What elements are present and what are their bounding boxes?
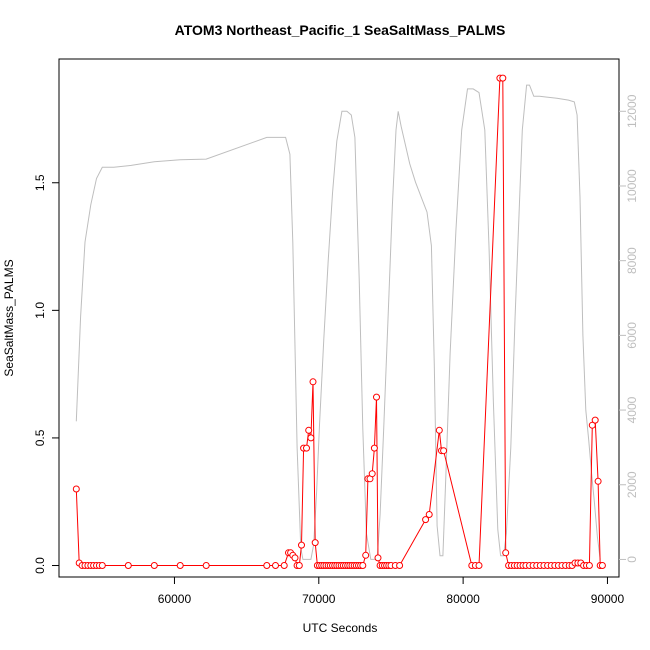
data-point [362,551,370,559]
x-tick-label: 70000 [302,592,336,606]
data-point [303,444,310,452]
series-seasalt [72,74,606,569]
data-point [475,562,483,569]
data-point [440,447,448,455]
x-tick-label: 60000 [158,592,192,606]
data-point [307,434,315,442]
data-point [150,562,158,569]
data-point [499,74,507,82]
data-point [370,444,378,452]
data-point [373,393,380,401]
data-point [374,554,382,562]
data-point [72,485,80,493]
data-point [263,562,271,569]
y2-tick-label: 0 [625,556,639,563]
y-tick-label: 0.0 [33,557,47,574]
y-axis: 0.0 0.5 1.0 1.5 [33,174,59,574]
data-point [396,562,404,569]
y2-tick-label: 10000 [625,169,639,203]
data-point [588,421,596,429]
y-tick-label: 1.5 [33,174,47,191]
y-tick-label: 0.5 [33,429,47,446]
data-point [311,539,319,547]
data-point [585,562,593,569]
y2-tick-label: 8000 [625,247,639,274]
data-point [502,549,510,557]
data-point [359,562,367,569]
seasalt-line [75,77,603,566]
data-point [272,562,279,569]
data-point [591,416,599,424]
data-point [298,541,305,549]
y2-tick-label: 4000 [625,396,639,423]
data-point [309,378,317,386]
data-point [422,516,430,524]
y2-tick-label: 12000 [625,94,639,128]
y2-axis: 0 2000 4000 6000 8000 10000 12000 [619,94,639,563]
data-point [202,562,210,569]
data-point [291,554,299,562]
y-tick-label: 1.0 [33,302,47,319]
y2-tick-label: 6000 [625,322,639,349]
data-point [176,562,184,569]
x-tick-label: 80000 [446,592,480,606]
series-altitude [75,84,601,560]
data-point [425,511,433,518]
x-tick-label: 90000 [591,592,625,606]
x-axis-label: UTC Seconds [303,621,378,635]
data-point [295,562,303,569]
chart-title: ATOM3 Northeast_Pacific_1 SeaSaltMass_PA… [175,22,506,38]
data-point [305,426,313,434]
data-point [598,562,606,569]
altitude-line [75,84,601,560]
data-point [368,470,376,478]
data-point [98,562,106,569]
data-point [594,477,602,485]
x-axis: 60000 70000 80000 90000 [158,577,625,606]
plot-frame [58,58,620,578]
y2-tick-label: 2000 [625,471,639,498]
y-axis-label: SeaSaltMass_PALMS [2,259,16,376]
data-point [124,562,132,569]
data-point [435,426,443,434]
data-point [280,562,288,569]
